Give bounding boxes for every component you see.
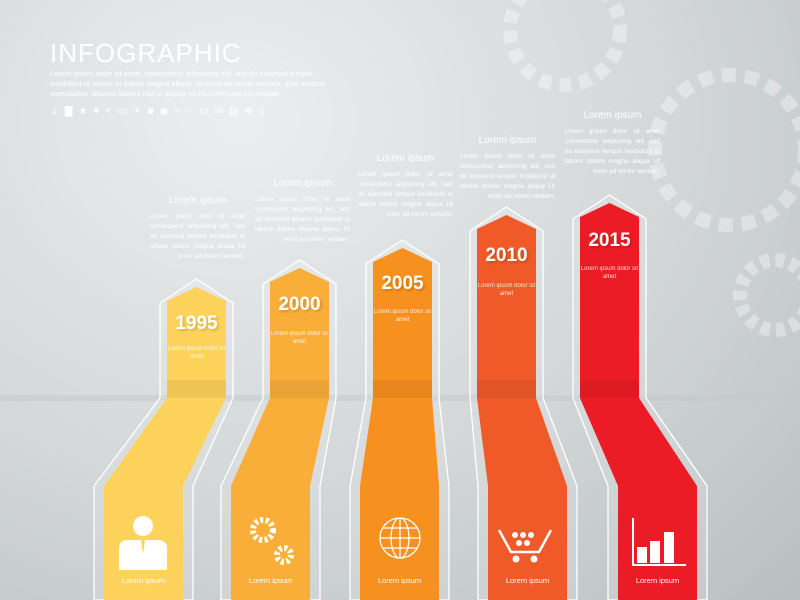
timeline-bar-2015 [580, 203, 697, 600]
bar-label: Lorem ipsum [505, 576, 550, 585]
heart-icon: ♥ [93, 106, 100, 117]
mail-icon: ✉ [214, 106, 224, 117]
timeline-bar-2005 [360, 248, 439, 600]
shopping-cart-icon [497, 529, 553, 563]
briefcase-icon: ▇ [64, 106, 73, 117]
year-subtext: Lorem ipsum dolor sit amet [477, 283, 536, 297]
gears-icon [250, 517, 294, 565]
year-label: 2005 [381, 273, 424, 294]
step-text-block: Lorem ipsum Lorem ipsum dolor sit amet co… [255, 178, 350, 245]
year-subtext: Lorem ipsum dolor sit amet [270, 331, 329, 345]
intro-text: Lorem ipsum dolor sit amet, consectetur … [50, 69, 326, 98]
step-description: Lorem ipsum dolor sit amet consectetur a… [255, 196, 350, 243]
page-title: INFOGRAPHIC [50, 38, 242, 68]
sun-icon: ☀ [132, 106, 142, 117]
mobile-icon: ▯ [258, 106, 265, 117]
step-description: Lorem ipsum dolor sit amet consectetur a… [150, 213, 245, 260]
timeline-bar-2000 [231, 268, 329, 600]
step-heading: Lorem ipsum [376, 153, 435, 164]
gear-icon: ✲ [244, 106, 253, 117]
bar-label: Lorem ipsum [635, 576, 680, 585]
year-label: 1995 [175, 313, 218, 334]
icon-row: ⊥ ▇ ★ ♥ < ▭ ☀ ■ ◉ ϟ ♁ ▭ ✉ ▥ ✲ ▯ [50, 106, 264, 117]
step-description: Lorem ipsum dolor sit amet consectetur a… [460, 153, 555, 200]
step-heading: Lorem ipsum [168, 195, 227, 206]
share-icon: < [105, 106, 112, 117]
lightning-icon: ϟ [174, 106, 180, 117]
businessman-icon [119, 516, 167, 570]
step-text-block: Lorem ipsum Lorem ipsum dolor sit amet co… [565, 110, 660, 177]
globe-icon [379, 517, 421, 559]
year-subtext: Lorem ipsum dolor sit amet [373, 309, 432, 323]
year-label: 2000 [278, 294, 321, 315]
antenna-icon: ⊥ [50, 106, 59, 117]
step-text-block: Lorem ipsum Lorem ipsum dolor sit amet co… [358, 153, 453, 220]
year-label: 2010 [485, 245, 528, 266]
monitor-icon: ▭ [117, 106, 127, 117]
eye-icon: ◉ [159, 106, 169, 117]
timeline-bar-2010 [477, 215, 567, 600]
step-description: Lorem ipsum dolor sit amet consectetur a… [565, 128, 660, 175]
step-heading: Lorem ipsum [273, 178, 332, 189]
bar-label: Lorem ipsum [377, 576, 422, 585]
location-pin-icon: ♁ [185, 106, 194, 117]
year-label: 2015 [588, 230, 631, 251]
book-icon: ▥ [229, 106, 239, 117]
step-heading: Lorem ipsum [478, 135, 537, 146]
year-subtext: Lorem ipsum dolor sit amet [580, 266, 639, 280]
step-text-block: Lorem ipsum Lorem ipsum dolor sit amet co… [460, 135, 555, 202]
display-icon: ▭ [199, 106, 209, 117]
bar-label: Lorem ipsum [248, 576, 293, 585]
gear-background-icon [503, 0, 800, 337]
bar-chart-icon [632, 518, 686, 566]
step-text-block: Lorem ipsum Lorem ipsum dolor sit amet co… [150, 195, 245, 262]
chat-icon: ■ [147, 106, 154, 117]
step-description: Lorem ipsum dolor sit amet consectetur a… [358, 171, 453, 218]
year-subtext: Lorem ipsum dolor sit amet [167, 346, 226, 360]
bar-label: Lorem ipsum [121, 576, 166, 585]
star-icon: ★ [78, 106, 88, 117]
step-heading: Lorem ipsum [583, 110, 642, 121]
